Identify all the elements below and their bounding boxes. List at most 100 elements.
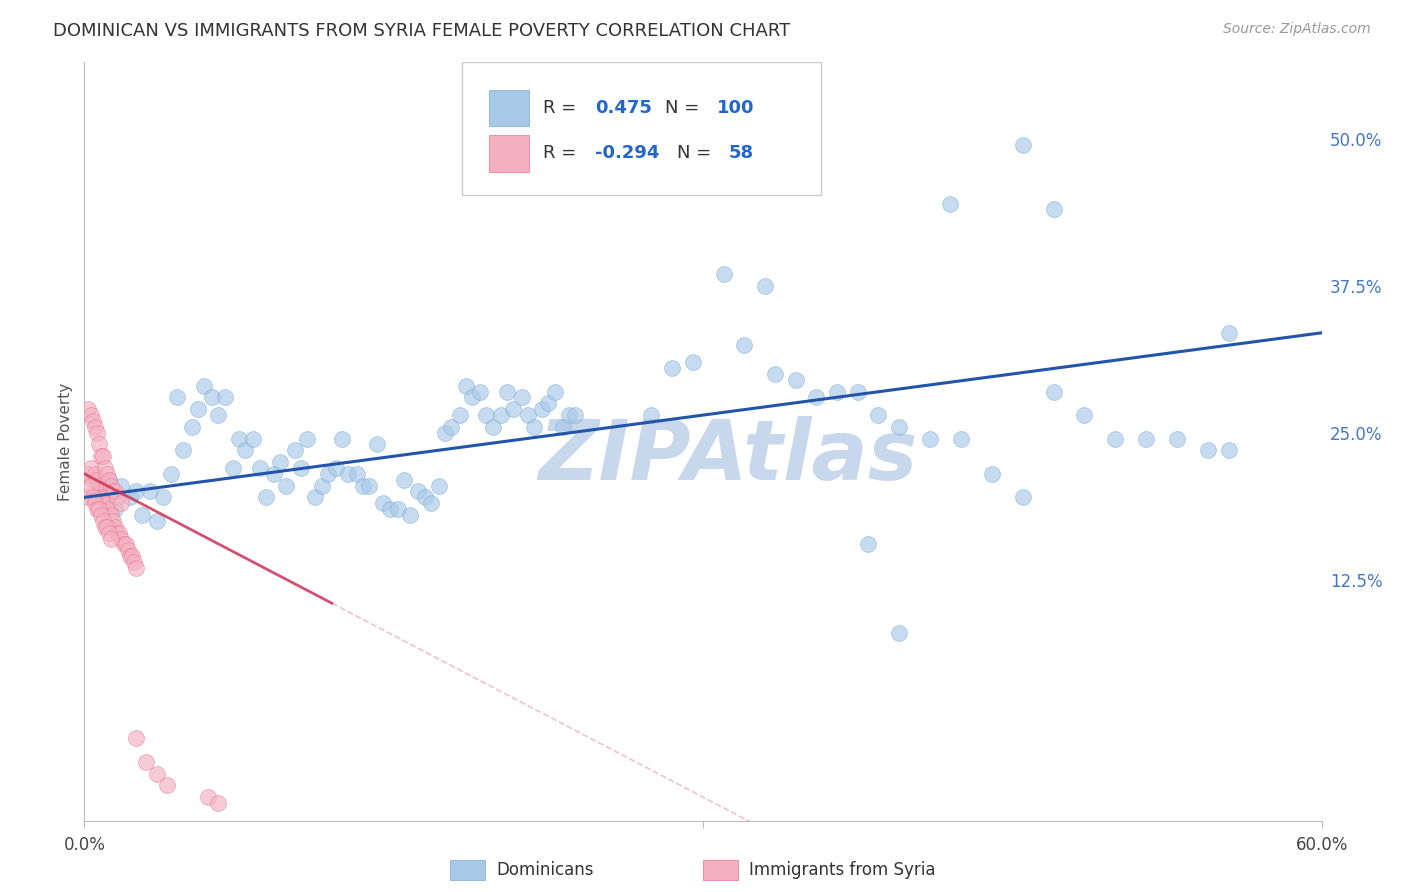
Point (160, 467, 183, 481)
Point (104, 520, 127, 534)
Text: 100: 100 (717, 99, 754, 117)
Point (918, 432, 941, 446)
Point (122, 555, 145, 569)
Point (242, 432, 264, 446)
Point (96, 467, 118, 481)
Point (131, 508, 153, 522)
Point (352, 478, 374, 492)
Point (105, 491, 128, 505)
Point (640, 408, 662, 422)
Point (233, 443, 256, 458)
Point (86, 502, 108, 516)
Point (523, 420, 546, 434)
Point (94, 461, 117, 475)
Point (82, 473, 104, 487)
Point (551, 420, 574, 434)
Point (100, 532, 122, 546)
Point (419, 496, 441, 510)
Point (1218, 443, 1240, 458)
Point (427, 478, 450, 492)
Point (108, 525, 131, 540)
Point (90, 508, 112, 522)
Point (489, 408, 512, 422)
Point (311, 478, 333, 492)
Point (387, 502, 409, 516)
Text: 0.475: 0.475 (595, 99, 652, 117)
Bar (489, 90, 529, 126)
Point (187, 402, 209, 417)
Point (785, 373, 807, 387)
FancyBboxPatch shape (461, 62, 821, 195)
Point (103, 514, 125, 528)
Point (543, 384, 565, 399)
Point (295, 432, 318, 446)
Point (378, 502, 401, 516)
Point (346, 467, 368, 481)
Point (564, 408, 586, 422)
Point (316, 467, 339, 481)
Point (481, 420, 503, 434)
Text: Dominicans: Dominicans (496, 861, 593, 879)
Point (207, 408, 229, 422)
Text: ZIPAtlas: ZIPAtlas (538, 417, 918, 497)
Point (461, 391, 484, 405)
Point (98, 473, 121, 487)
Point (806, 391, 828, 405)
Text: Source: ZipAtlas.com: Source: ZipAtlas.com (1223, 22, 1371, 37)
Point (325, 461, 347, 475)
Point (79, 478, 101, 492)
Point (502, 402, 524, 417)
Point (86, 473, 108, 487)
Point (366, 437, 388, 451)
Point (100, 478, 122, 492)
Point (856, 537, 879, 551)
Point (87, 502, 110, 516)
Point (357, 478, 380, 492)
Text: N =: N = (665, 99, 704, 117)
Point (83, 467, 105, 481)
Point (110, 478, 132, 492)
Point (510, 391, 533, 405)
Point (103, 484, 125, 499)
Point (413, 491, 436, 505)
Point (79, 408, 101, 422)
Point (537, 396, 560, 410)
Point (496, 384, 519, 399)
Y-axis label: Female Poverty: Female Poverty (58, 383, 73, 500)
Text: N =: N = (678, 145, 717, 162)
Point (1011, 137, 1033, 152)
Point (228, 432, 250, 446)
Point (86, 425, 108, 440)
Text: Immigrants from Syria: Immigrants from Syria (749, 861, 936, 879)
Point (166, 391, 188, 405)
Point (1166, 432, 1188, 446)
Point (125, 731, 148, 746)
Point (110, 532, 132, 546)
Point (94, 520, 117, 534)
Point (449, 408, 471, 422)
Point (868, 408, 890, 422)
Point (392, 473, 415, 487)
Point (399, 508, 422, 522)
Point (454, 378, 477, 392)
Point (125, 561, 148, 575)
Point (763, 367, 786, 381)
Point (104, 484, 127, 499)
Point (713, 267, 735, 281)
Point (152, 491, 174, 505)
Point (104, 502, 127, 516)
Point (408, 484, 430, 499)
Text: -0.294: -0.294 (595, 145, 659, 162)
Point (145, 766, 167, 780)
Point (77, 467, 100, 481)
Point (939, 196, 962, 211)
Point (887, 625, 910, 640)
Point (1042, 384, 1064, 399)
Point (98, 473, 121, 487)
Point (276, 478, 298, 492)
Point (475, 408, 498, 422)
Point (87, 437, 110, 451)
Point (121, 549, 143, 563)
Point (110, 496, 132, 510)
Point (90, 484, 112, 499)
